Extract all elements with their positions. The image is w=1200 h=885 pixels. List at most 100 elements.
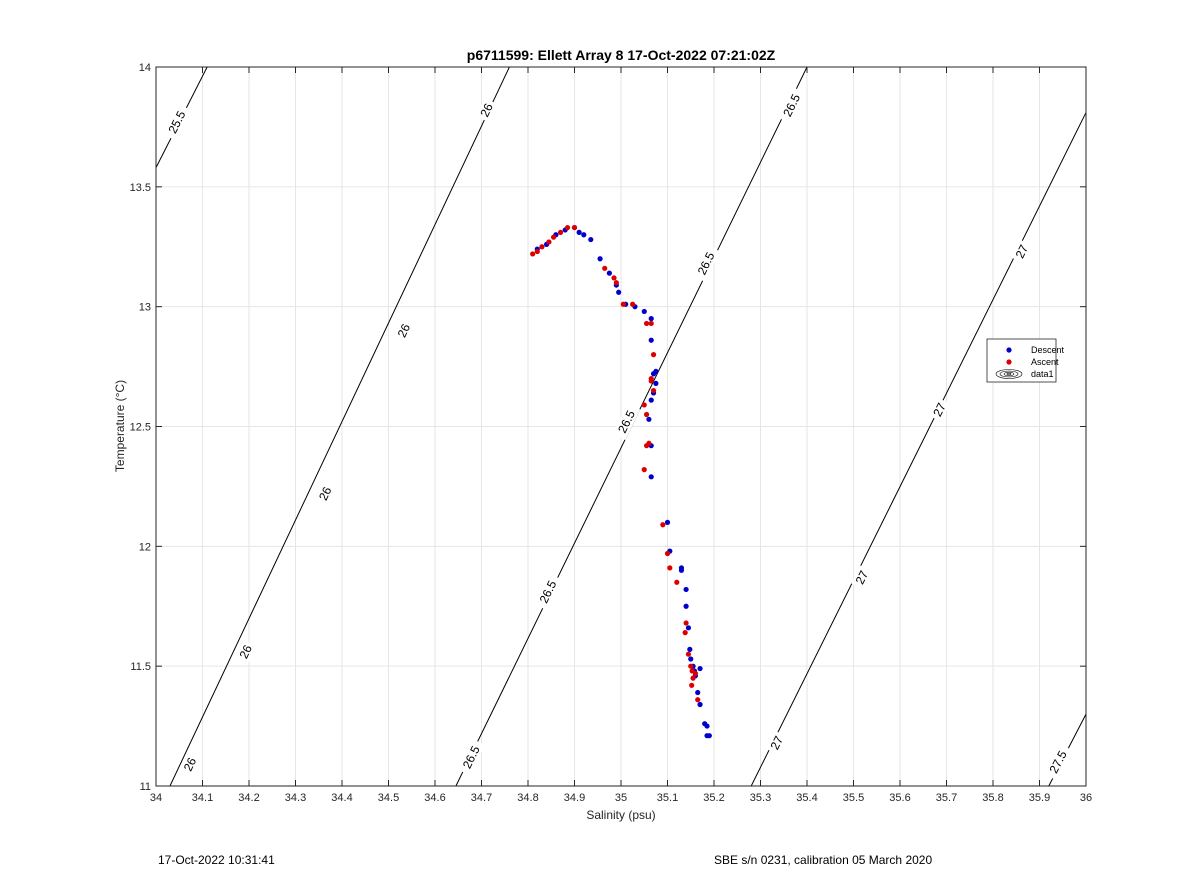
ascent-point [685,651,692,657]
contour-label-text: 27 [768,733,787,751]
contour-label-text: 27 [853,568,872,586]
contour-label-bg [457,738,486,776]
data-points [530,224,712,739]
x-tick-label: 34 [150,792,162,804]
contour-label-bg [777,86,806,124]
ascent-point [660,522,666,528]
legend-contour-icon [1003,371,1015,377]
ascent-point [550,234,557,240]
descent-point [697,701,703,708]
x-axis-ticks: 34 34.1 34.2 34.3 34.4 34.5 34.6 34.7 34.8 34.9 35… [150,67,1092,804]
ascent-point [667,565,673,571]
descent-point [641,308,647,315]
contour-label-bg [179,752,201,777]
y-tick-label: 13 [139,302,151,314]
ascent-point [650,387,657,394]
ascent-point [643,443,650,449]
contour-label-text: 27 [1013,242,1032,260]
contour-label-text: 27 [930,400,949,418]
x-tick-label: 35.4 [796,792,817,804]
descent-point [664,519,671,525]
x-axis-label: Salinity (psu) [586,808,655,822]
density-contour-26 [169,67,510,786]
contour-label: 27 [851,565,873,590]
x-tick-label: 34.1 [192,792,213,804]
ascent-point [683,620,689,626]
contour-label-text: 26 [477,101,495,119]
contour-label: 26.5 [534,573,562,611]
contour-label-text: 26 [237,642,255,660]
contour-label-bg [235,639,257,664]
ascent-point [643,411,650,418]
descent-point [704,723,710,729]
contour-label: 26 [393,318,415,343]
ascent-point [689,682,695,688]
ascent-point [630,301,636,307]
descent-point [683,603,689,609]
ascent-point [611,275,617,281]
contour-label: 26.5 [457,738,486,776]
contour-label: 26 [476,98,498,123]
ascent-point [546,239,552,245]
descent-point [588,236,594,243]
descent-point [704,733,710,739]
x-tick-label: 35.8 [982,792,1003,804]
contour-label-bg [928,397,951,422]
legend-label-data1: data1 [1031,369,1054,379]
x-tick-label: 36 [1080,792,1092,804]
ascent-point [664,550,671,557]
descent-point [685,625,692,631]
y-tick-label: 13.5 [130,182,151,194]
descent-point [648,397,654,403]
contour-label: 25.5 [162,103,191,141]
ascent-point [613,280,619,286]
ascent-point [620,301,626,307]
contour-label: 26 [235,639,257,664]
contour-label: 27 [928,397,951,422]
x-tick-label: 34.2 [238,792,259,804]
descent-point [653,380,659,386]
x-tick-label: 34.7 [471,792,492,804]
x-tick-label: 35.3 [750,792,771,804]
ascent-point [641,402,647,408]
legend-marker-descent [1006,347,1012,353]
x-tick-label: 35.5 [843,792,864,804]
descent-point [616,289,622,295]
legend-label-ascent: Ascent [1031,357,1059,367]
y-tick-label: 11.5 [130,661,151,673]
contour-label-bg [476,98,498,123]
descent-point [581,232,587,238]
ascent-point [674,579,680,585]
descent-point [648,337,654,343]
x-tick-label: 34.3 [285,792,306,804]
y-tick-label: 12 [139,541,151,553]
legend-contour-icon [995,369,1023,379]
ascent-point [690,675,696,681]
x-tick-label: 34.5 [378,792,399,804]
legend-contour-icon [1006,372,1012,376]
ascent-point [648,378,654,384]
density-contour-27 [750,112,1086,786]
y-tick-label: 12.5 [130,422,151,434]
contour-label: 27 [1011,239,1033,264]
chart-title: p6711599: Ellett Array 8 17-Oct-2022 07:… [467,47,776,63]
y-tick-label: 11 [140,781,151,793]
contour-label-bg [393,318,415,343]
ascent-point [557,229,564,235]
ascent-point [650,352,657,358]
contour-label-text: 26 [395,321,413,339]
x-tick-label: 35.9 [1029,792,1050,804]
contour-label-bg [1044,743,1073,781]
footer-calibration: SBE s/n 0231, calibration 05 March 2020 [714,853,932,867]
x-tick-label: 35 [615,792,627,804]
contour-label: 26 [314,481,336,506]
descent-point [648,474,654,480]
ascent-point [688,663,694,669]
ascent-point [530,251,536,257]
legend-marker-ascent [1006,359,1012,365]
descent-point [648,316,654,322]
ascent-point [641,467,647,473]
density-contour-labels: 25.5 26 26 26 26 26 26.5 26.5 26.5 26.5 26.5 27 27 27… [162,86,1073,781]
contour-label-bg [766,730,788,755]
